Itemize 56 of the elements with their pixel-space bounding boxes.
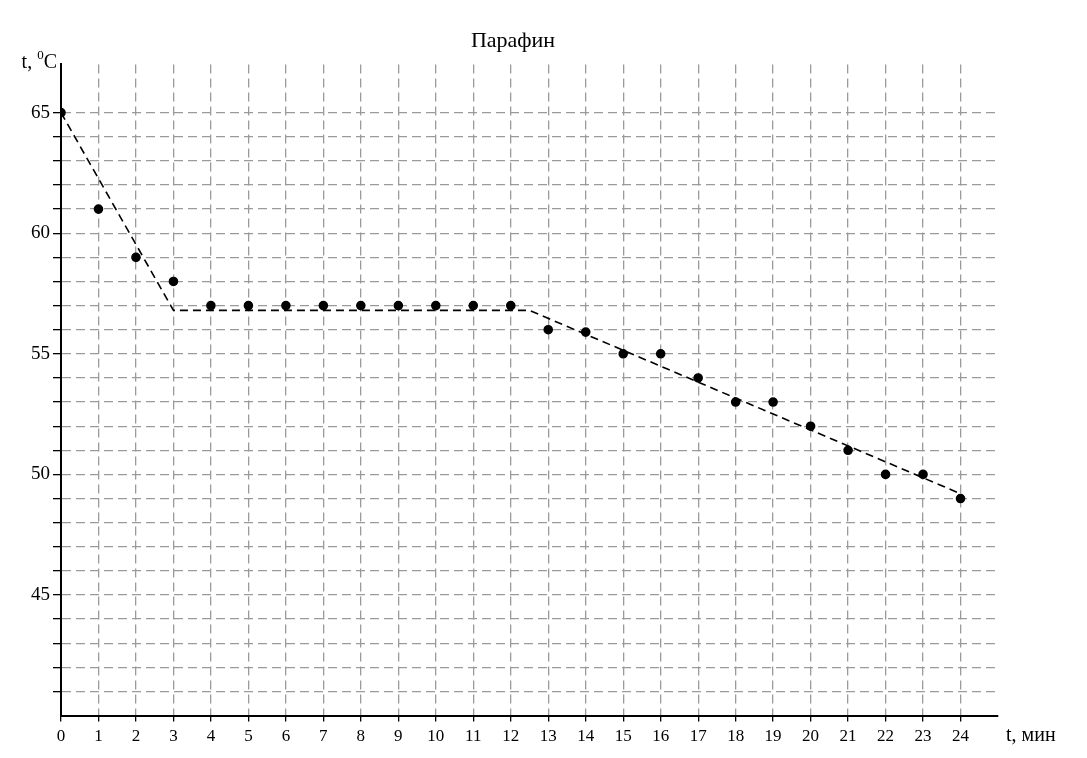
x-tick-label: 14 [577, 725, 595, 745]
x-tick-label: 24 [952, 725, 970, 745]
x-tick-label: 17 [689, 725, 708, 745]
x-tick-label: 0 [56, 725, 66, 745]
point [168, 276, 179, 287]
point [955, 493, 966, 504]
x-tick-label: 21 [839, 725, 857, 745]
point [281, 300, 291, 311]
x-tick-label: 23 [914, 725, 932, 745]
point [543, 324, 554, 335]
point [805, 421, 816, 431]
point [243, 300, 254, 311]
point [468, 300, 479, 311]
x-tick-label: 1 [94, 725, 103, 745]
y-tick-label: 60 [31, 221, 50, 243]
point [505, 300, 516, 311]
x-tick-label: 11 [465, 725, 482, 745]
x-tick-label: 20 [802, 725, 820, 745]
chart-title: Парафин [470, 26, 556, 52]
x-tick-label: 4 [206, 725, 216, 745]
point [431, 300, 441, 311]
point [131, 252, 141, 263]
x-tick-label: 2 [131, 725, 141, 745]
y-tick-label: 50 [31, 462, 50, 484]
point [356, 300, 366, 311]
point [880, 469, 891, 480]
x-tick-label: 22 [877, 725, 895, 745]
x-tick-label: 13 [539, 725, 557, 745]
point [206, 300, 216, 311]
x-tick-label: 9 [394, 725, 403, 745]
x-tick-label: 15 [614, 725, 632, 745]
x-axis-title: t, мин [1006, 723, 1056, 746]
point [580, 327, 591, 337]
point [655, 349, 666, 359]
x-tick-label: 8 [356, 725, 366, 745]
x-tick-label: 10 [427, 725, 445, 745]
point [318, 300, 329, 311]
y-tick-label: 45 [31, 582, 50, 604]
x-tick-label: 18 [727, 725, 745, 745]
point [618, 349, 628, 359]
point [693, 373, 703, 383]
x-tick-label: 5 [244, 725, 253, 745]
x-tick-label: 6 [281, 725, 291, 745]
point [768, 397, 778, 407]
y-tick-label: 55 [31, 341, 50, 363]
point [393, 300, 404, 311]
point [730, 397, 741, 407]
x-tick-label: 3 [169, 725, 178, 745]
y-tick-label: 65 [31, 100, 50, 122]
x-tick-label: 19 [764, 725, 782, 745]
point [843, 445, 853, 456]
point [93, 204, 104, 214]
x-tick-label: 12 [502, 725, 520, 745]
point [918, 469, 928, 480]
x-tick-label: 16 [652, 725, 670, 745]
x-tick-label: 7 [319, 725, 329, 745]
